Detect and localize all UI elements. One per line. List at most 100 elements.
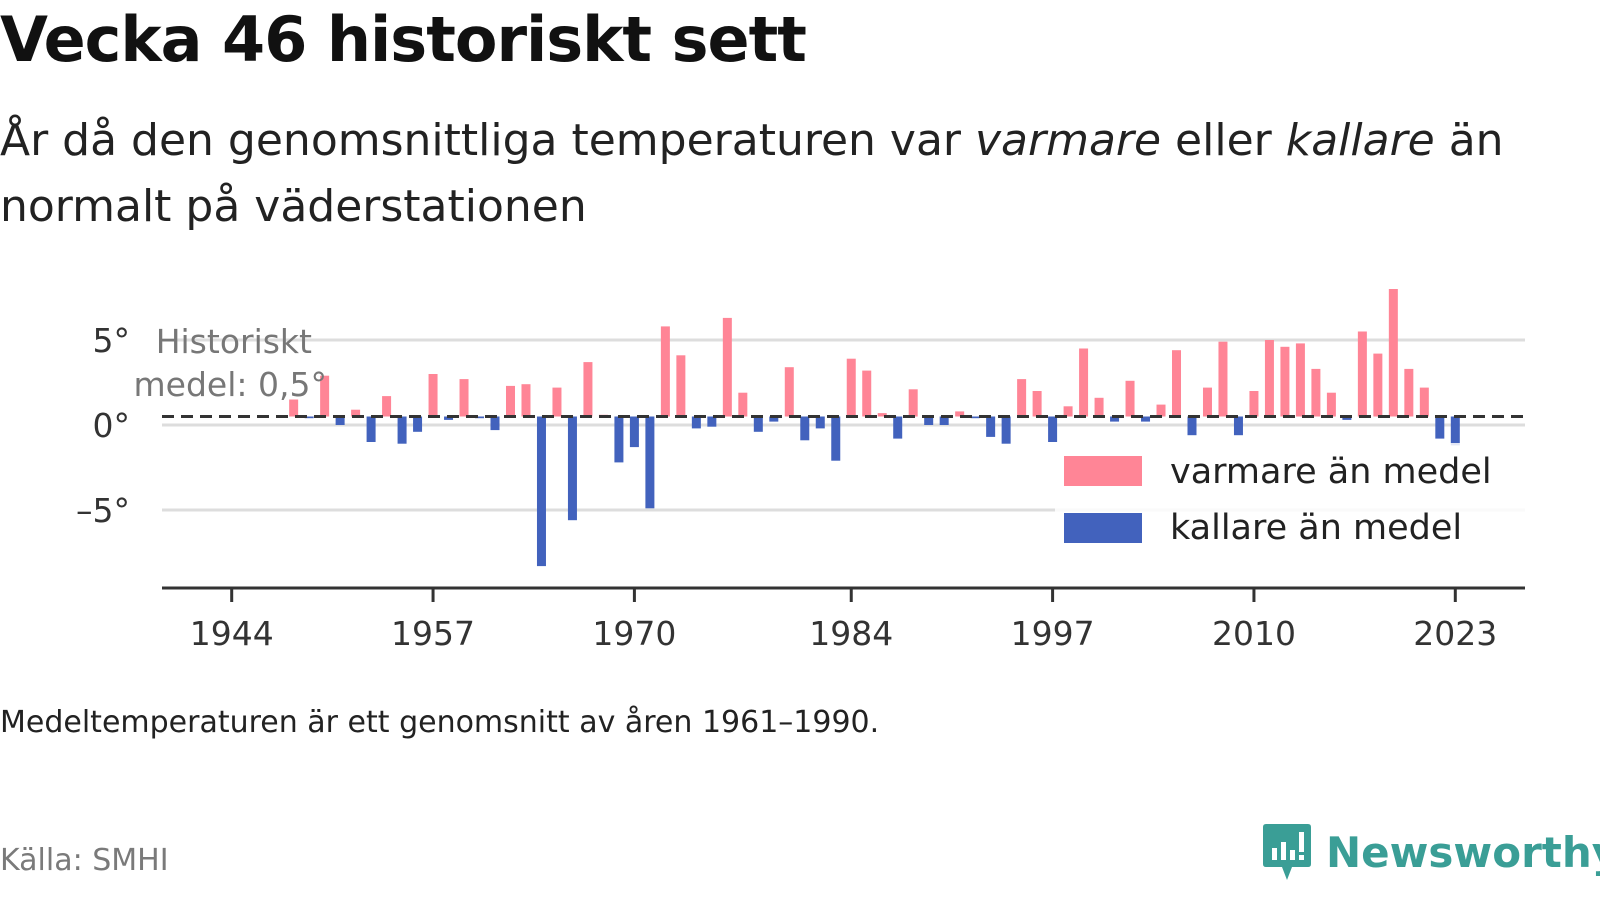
bar [784, 367, 794, 417]
bar [1450, 416, 1460, 446]
bar [413, 416, 423, 432]
bar [738, 392, 748, 417]
chart-subtitle: År då den genomsnittliga temperaturen va… [0, 108, 1560, 240]
bar [1311, 368, 1321, 417]
bar [1419, 387, 1429, 417]
bar [382, 396, 392, 417]
bar [1280, 346, 1290, 417]
footnote: Medeltemperaturen är ett genomsnitt av å… [0, 705, 880, 740]
bar [955, 411, 965, 417]
bar [722, 317, 732, 417]
bar [320, 375, 330, 417]
bar [1156, 404, 1166, 417]
bar [1048, 416, 1058, 442]
bar [691, 416, 701, 429]
bar [1172, 350, 1182, 417]
legend: varmare än medel kallare än medel [1055, 443, 1525, 555]
x-axis-ticks: 1944 1957 1970 1984 1997 2010 2023 [190, 588, 1497, 653]
bar [1404, 368, 1414, 417]
bar [521, 384, 531, 417]
y-axis-tick-labels: 5° 0° –5° [76, 321, 130, 530]
bar [1388, 289, 1398, 417]
bars [289, 289, 1460, 567]
y-tick-label: 5° [93, 321, 131, 360]
legend-cold-label: kallare än medel [1170, 508, 1462, 548]
bar [335, 416, 345, 425]
bar [1357, 331, 1367, 417]
bar [1218, 341, 1228, 417]
bar [1326, 392, 1336, 417]
bar [567, 416, 577, 521]
x-tick-label: 1970 [592, 614, 676, 653]
bar [753, 416, 763, 432]
x-tick-label: 1997 [1011, 614, 1095, 653]
brand-logo: Newsworthy [1262, 822, 1600, 882]
bar [877, 413, 887, 417]
bar [1125, 380, 1135, 417]
bar [707, 416, 717, 427]
bar [1295, 343, 1305, 417]
bar [536, 416, 546, 567]
bar [1032, 391, 1042, 417]
subtitle-cold-word: kallare [1285, 115, 1435, 166]
bar [1187, 416, 1197, 436]
x-tick-label: 1984 [809, 614, 893, 653]
bar [815, 416, 825, 429]
brand-name: Newsworthy [1326, 827, 1600, 877]
x-tick-label: 1944 [190, 614, 274, 653]
bar [459, 379, 469, 417]
y-tick-label: 0° [93, 406, 131, 445]
bar [846, 358, 856, 417]
legend-warm-swatch [1064, 456, 1142, 486]
bar [1264, 340, 1274, 417]
subtitle-warm-word: varmare [974, 115, 1162, 166]
bar [629, 416, 639, 448]
bar-chart: 5°0°–5° Historiskt medel: 0,5° 1944 1957 1… [76, 289, 1525, 653]
bar [831, 416, 841, 461]
bar [1435, 416, 1445, 439]
bar [289, 399, 299, 417]
x-tick-label: 2023 [1413, 614, 1497, 653]
bar [490, 416, 500, 431]
bar [1233, 416, 1243, 436]
bar [986, 416, 996, 437]
subtitle-text-before: År då den genomsnittliga temperaturen va… [0, 115, 975, 166]
bar [908, 389, 918, 417]
bar [475, 416, 485, 419]
bar [552, 387, 562, 417]
bar [893, 416, 903, 439]
subtitle-text-after: än normalt på väderstationen [0, 115, 1504, 232]
bar [304, 416, 314, 419]
bar [1001, 416, 1011, 444]
y-tick-label: –5° [76, 491, 130, 530]
bar [1094, 397, 1104, 417]
bar [351, 409, 361, 417]
bar [1249, 391, 1259, 417]
baseline-label-line1: Historiskt [156, 322, 312, 361]
bar [1017, 379, 1027, 417]
bar [800, 416, 810, 441]
bar [583, 362, 593, 417]
bar [645, 416, 655, 509]
bar [1373, 353, 1383, 417]
bar [1202, 387, 1212, 417]
bar [428, 374, 438, 417]
bar [397, 416, 407, 444]
bar [1342, 416, 1352, 420]
x-tick-label: 2010 [1212, 614, 1296, 653]
bar [924, 416, 934, 425]
subtitle-text-middle: eller [1161, 115, 1286, 166]
x-tick-label: 1957 [391, 614, 475, 653]
baseline-label-line2: medel: 0,5° [134, 365, 327, 404]
bar [769, 416, 779, 422]
legend-warm-label: varmare än medel [1170, 452, 1492, 492]
bar [1079, 348, 1089, 417]
bar [676, 355, 686, 417]
bar [970, 416, 980, 419]
chart-title: Vecka 46 historiskt sett [0, 3, 807, 76]
bar [1063, 406, 1073, 417]
bar [1110, 416, 1120, 422]
bar [1141, 416, 1151, 422]
bar [444, 416, 454, 420]
bar [614, 416, 624, 463]
